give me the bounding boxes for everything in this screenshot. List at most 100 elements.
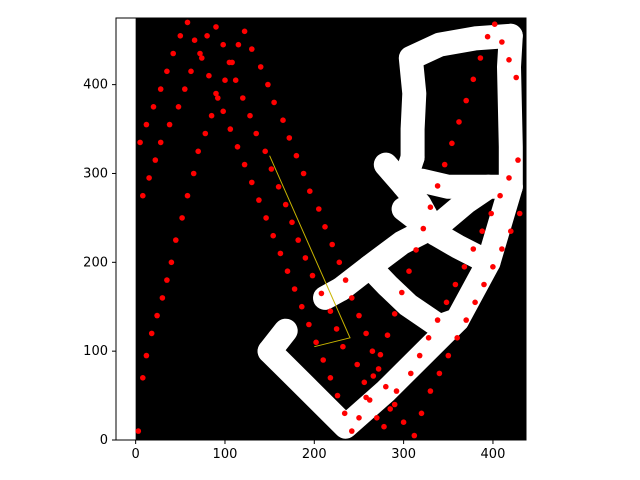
- scatter-point: [320, 357, 327, 363]
- scatter-point: [470, 246, 477, 252]
- scatter-point: [191, 37, 198, 43]
- scatter-point: [249, 46, 255, 52]
- scatter-point: [342, 277, 349, 283]
- scatter-point: [170, 50, 176, 57]
- scatter-point: [434, 317, 441, 323]
- scatter-point: [445, 352, 452, 359]
- scatter-point: [413, 247, 419, 253]
- y-tick-label: 0: [100, 433, 108, 448]
- scatter-point: [302, 255, 309, 261]
- scatter-point: [427, 388, 434, 394]
- scatter-point: [463, 97, 470, 104]
- scatter-point: [316, 206, 322, 212]
- path-segment-8: [398, 23, 523, 170]
- x-tick-label: 200: [302, 447, 327, 462]
- scatter-point: [184, 192, 191, 199]
- scatter-point: [182, 86, 188, 92]
- scatter-point: [188, 68, 194, 75]
- scatter-point: [384, 332, 391, 339]
- scatter-point: [263, 215, 269, 221]
- scatter-point: [213, 90, 219, 97]
- scatter-point: [299, 303, 305, 310]
- scatter-point: [137, 139, 143, 146]
- scatter-point: [427, 204, 434, 210]
- scatter-point: [363, 330, 369, 337]
- scatter-point: [399, 289, 405, 296]
- scatter-point: [157, 86, 164, 92]
- scatter-point: [516, 210, 523, 217]
- scatter-point: [461, 264, 468, 270]
- path-segment-9: [497, 23, 523, 199]
- scatter-point: [179, 215, 185, 221]
- axes-frame: [115, 17, 527, 441]
- scatter-point: [215, 95, 221, 101]
- scatter-point: [247, 112, 253, 119]
- scatter-point: [234, 144, 241, 150]
- scatter-point: [150, 104, 157, 110]
- scatter-point: [204, 33, 210, 39]
- scatter-point: [334, 392, 341, 399]
- scatter-point: [235, 41, 242, 48]
- scatter-point: [240, 95, 246, 101]
- scatter-point: [477, 55, 484, 61]
- scatter-point: [295, 237, 302, 243]
- scatter-point: [499, 39, 505, 45]
- scatter-point: [309, 272, 316, 279]
- background-region: [135, 18, 526, 440]
- scatter-point: [166, 121, 173, 128]
- y-tick-label: 400: [83, 78, 108, 93]
- scatter-point: [143, 352, 150, 359]
- scatter-point: [333, 326, 340, 332]
- scatter-point: [175, 104, 182, 110]
- scatter-point: [313, 339, 319, 346]
- scatter-point: [369, 348, 376, 355]
- scatter-point: [256, 197, 262, 203]
- scatter-point: [306, 321, 312, 328]
- scatter-point: [206, 72, 212, 79]
- x-tick-label: 0: [132, 447, 140, 462]
- scatter-point: [213, 24, 219, 30]
- scatter-point: [146, 175, 152, 181]
- scatter-point: [416, 352, 423, 359]
- scatter-point: [275, 184, 282, 190]
- x-axis: 0 100 200 300 400: [132, 440, 505, 462]
- scatter-point: [374, 415, 380, 421]
- scatter-point: [220, 108, 226, 115]
- scatter-point: [195, 148, 201, 155]
- scatter-point: [177, 33, 184, 39]
- scatter-point: [241, 28, 248, 35]
- scatter-point: [197, 50, 203, 57]
- scatter-point: [157, 139, 164, 146]
- scatter-point: [291, 286, 298, 292]
- scatter-point: [425, 335, 432, 341]
- scatter-point: [293, 152, 300, 159]
- scatter-point: [327, 375, 334, 381]
- scatter-point: [307, 188, 313, 194]
- scatter-point: [434, 183, 441, 189]
- scatter-point: [363, 394, 369, 401]
- scatter-point: [349, 295, 355, 301]
- connector-line: [269, 155, 351, 348]
- scatter-point: [479, 228, 486, 234]
- scatter-point: [515, 157, 521, 163]
- scatter-point: [393, 388, 400, 394]
- scatter-point: [354, 361, 361, 368]
- scatter-point: [140, 375, 146, 381]
- scatter-point: [488, 210, 495, 217]
- scatter-point: [284, 268, 291, 275]
- scatter-point: [481, 281, 487, 288]
- scatter-point: [454, 335, 461, 341]
- scatter-point: [190, 170, 197, 177]
- y-tick-label: 100: [83, 344, 108, 359]
- scatter-point: [184, 19, 191, 26]
- scatter-point: [472, 299, 478, 306]
- scatter-point: [280, 117, 286, 123]
- scatter-point: [484, 33, 491, 40]
- scatter-point: [499, 246, 505, 252]
- scatter-point: [387, 406, 394, 412]
- scatter-point: [506, 57, 512, 63]
- scatter-point: [227, 126, 234, 132]
- scatter-point: [289, 219, 295, 226]
- scatter-point: [400, 419, 407, 426]
